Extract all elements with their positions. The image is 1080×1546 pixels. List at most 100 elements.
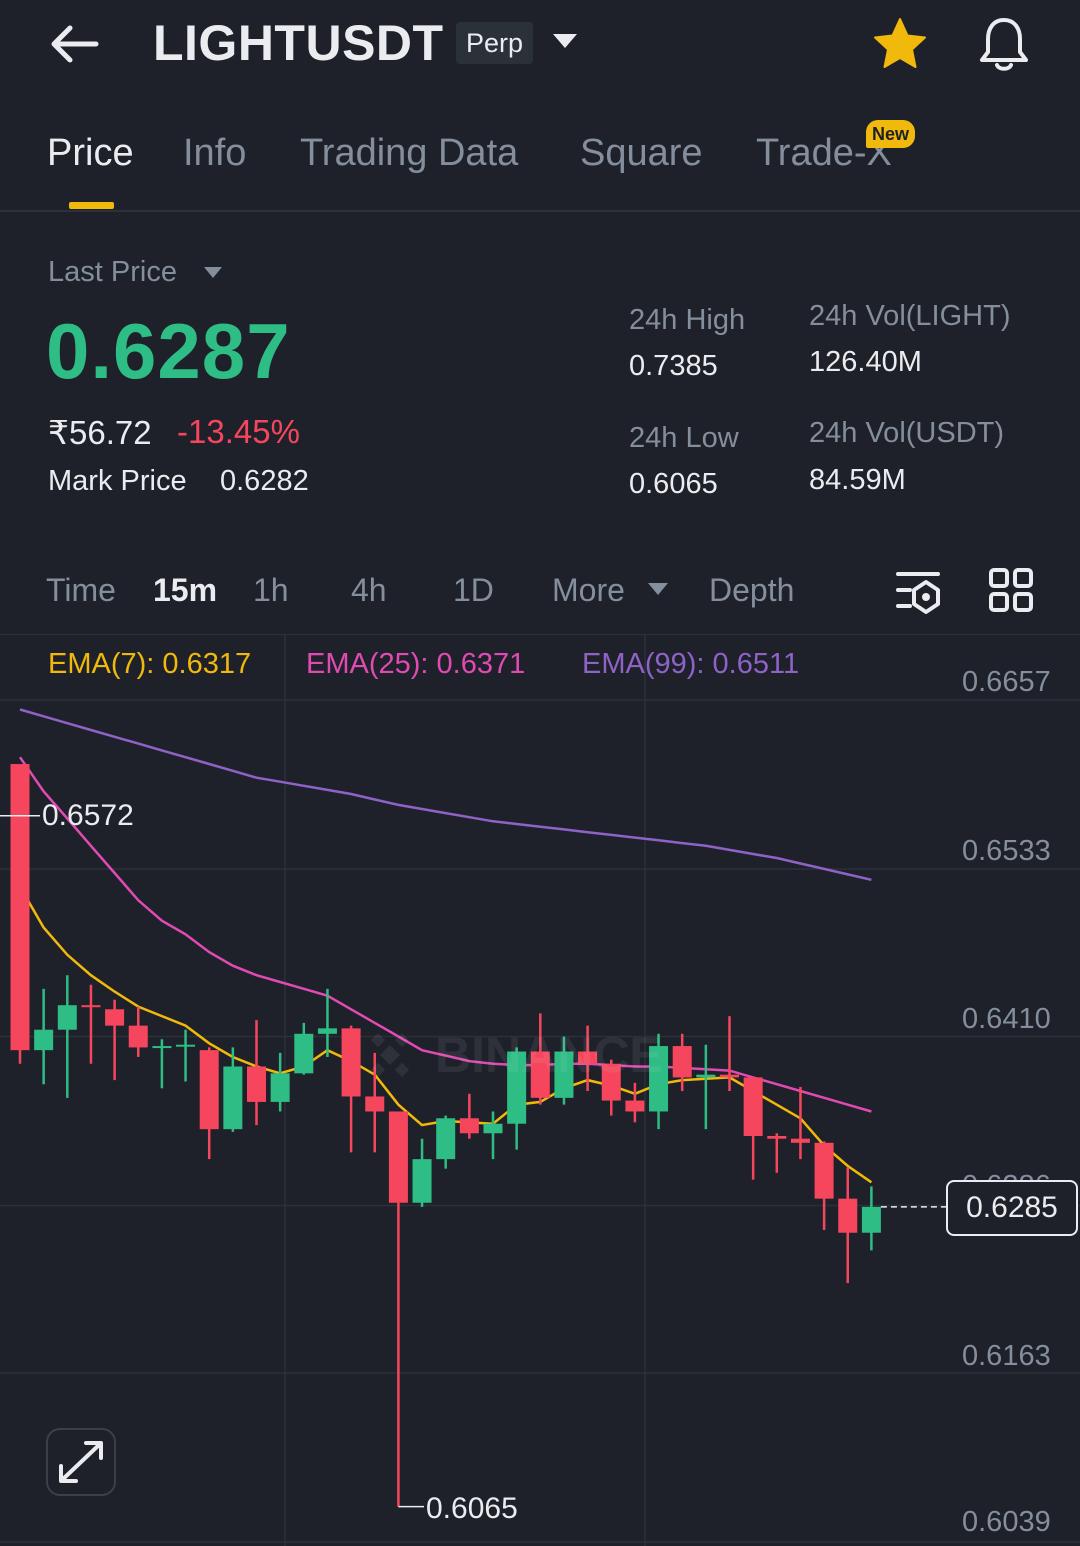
- y-axis-tick: 0.6657: [962, 666, 1051, 698]
- favorite-button[interactable]: [870, 16, 930, 72]
- tab-trading-data[interactable]: Trading Data: [300, 132, 519, 174]
- candle-up: [57, 1005, 77, 1030]
- candle-down: [128, 1025, 148, 1048]
- header: LIGHTUSDT Perp: [0, 0, 1080, 90]
- indicator-settings-button[interactable]: [894, 568, 942, 614]
- candle-up: [861, 1206, 881, 1233]
- candle-up: [176, 1044, 196, 1047]
- candle-down: [767, 1135, 787, 1139]
- interval-4h[interactable]: 4h: [351, 572, 387, 608]
- tab-price[interactable]: Price: [47, 132, 134, 174]
- candle-up: [554, 1051, 574, 1098]
- divider: [0, 210, 1080, 212]
- candle-up: [507, 1051, 527, 1124]
- interval-bar: Time 15m 1h 4h 1D More Depth: [0, 560, 1080, 620]
- interval-time[interactable]: Time: [46, 572, 116, 608]
- y-axis-tick: 0.6533: [962, 835, 1051, 867]
- y-axis-tick: 0.6410: [962, 1003, 1051, 1035]
- candle-up: [223, 1066, 243, 1130]
- candle-up: [152, 1046, 172, 1049]
- candle-down: [199, 1050, 219, 1130]
- candle-up: [317, 1028, 337, 1034]
- interval-1d[interactable]: 1D: [453, 572, 494, 608]
- candle-down: [388, 1111, 408, 1203]
- ema25-label: EMA(25): 0.6371: [306, 648, 526, 680]
- price-alert-button[interactable]: [974, 14, 1034, 74]
- candle-up: [34, 1029, 54, 1051]
- low-24h-value: 0.6065: [629, 468, 718, 500]
- low-24h-label: 24h Low: [629, 422, 739, 454]
- depth-tab[interactable]: Depth: [709, 572, 795, 608]
- ema7-label: EMA(7): 0.6317: [48, 648, 252, 680]
- candle-down: [838, 1198, 858, 1233]
- price-change-percent: -13.45%: [177, 413, 300, 450]
- candles: [10, 764, 881, 1507]
- candle-up: [696, 1074, 716, 1078]
- caret-down-icon[interactable]: [204, 267, 222, 279]
- current-price-label: 0.6285: [946, 1180, 1078, 1236]
- candle-up: [270, 1073, 290, 1102]
- volume-quote-label: 24h Vol(USDT): [809, 417, 1005, 449]
- candle-down: [105, 1009, 125, 1026]
- candle-down: [341, 1028, 361, 1097]
- candle-down: [247, 1066, 266, 1102]
- last-price: 0.6287: [46, 307, 291, 395]
- candle-down: [530, 1051, 550, 1098]
- candle-down: [10, 764, 30, 1051]
- candle-down: [672, 1046, 692, 1078]
- divider: [0, 634, 1080, 635]
- volume-quote-value: 84.59M: [809, 464, 906, 496]
- grid-layout-icon: [989, 568, 1033, 612]
- interval-1h[interactable]: 1h: [253, 572, 289, 608]
- high-marker-label: 0.6572: [42, 799, 134, 832]
- volume-base-value: 126.40M: [809, 346, 922, 378]
- star-icon: [874, 18, 926, 68]
- candle-down: [743, 1077, 763, 1136]
- back-button[interactable]: [46, 20, 102, 68]
- expand-icon: [59, 1441, 103, 1483]
- candle-down: [459, 1118, 479, 1134]
- candle-down: [790, 1138, 810, 1143]
- price-markers: [0, 815, 946, 1508]
- high-24h-label: 24h High: [629, 304, 746, 336]
- ema99-label: EMA(99): 0.6511: [582, 648, 800, 680]
- y-axis-tick: 0.6039: [962, 1506, 1051, 1538]
- candle-down: [365, 1096, 385, 1112]
- candlestick-chart[interactable]: [0, 635, 1080, 1546]
- candle-down: [814, 1142, 834, 1199]
- back-arrow-icon: [51, 25, 99, 63]
- candle-up: [436, 1118, 456, 1160]
- tab-bar: Price Info Trading Data Square Trade-X: [0, 110, 1080, 210]
- candle-down: [601, 1063, 621, 1101]
- y-axis-tick: 0.6163: [962, 1340, 1051, 1372]
- volume-base-label: 24h Vol(LIGHT): [809, 300, 1011, 332]
- ema99-line: [19, 708, 872, 882]
- contract-type-badge: Perp: [456, 22, 534, 64]
- high-24h-value: 0.7385: [629, 350, 718, 382]
- last-price-label[interactable]: Last Price: [48, 256, 177, 288]
- candle-down: [578, 1051, 598, 1064]
- active-tab-indicator: [69, 202, 114, 209]
- symbol-title[interactable]: LIGHTUSDT: [153, 15, 444, 71]
- interval-15m[interactable]: 15m: [153, 572, 218, 608]
- chevron-down-icon: [553, 34, 577, 48]
- candle-up: [294, 1033, 314, 1074]
- caret-down-icon: [648, 583, 668, 595]
- bell-icon: [980, 18, 1028, 71]
- symbol-dropdown-button[interactable]: [550, 30, 580, 54]
- tab-square[interactable]: Square: [580, 132, 703, 174]
- candle-down: [720, 1074, 739, 1078]
- low-marker-label: 0.6065: [426, 1492, 518, 1525]
- candle-up: [412, 1159, 432, 1203]
- fullscreen-button[interactable]: [46, 1428, 116, 1496]
- svg-text:BINANCE: BINANCE: [435, 1027, 663, 1083]
- mark-price-label: Mark Price: [48, 465, 187, 497]
- chart-layout-button[interactable]: [988, 567, 1034, 613]
- candle-up: [483, 1123, 503, 1134]
- new-badge: New: [866, 120, 916, 148]
- interval-more[interactable]: More: [552, 572, 625, 608]
- candle-up: [649, 1046, 669, 1112]
- tab-info[interactable]: Info: [183, 132, 247, 174]
- candle-down: [625, 1100, 645, 1112]
- candle-down: [81, 1005, 101, 1008]
